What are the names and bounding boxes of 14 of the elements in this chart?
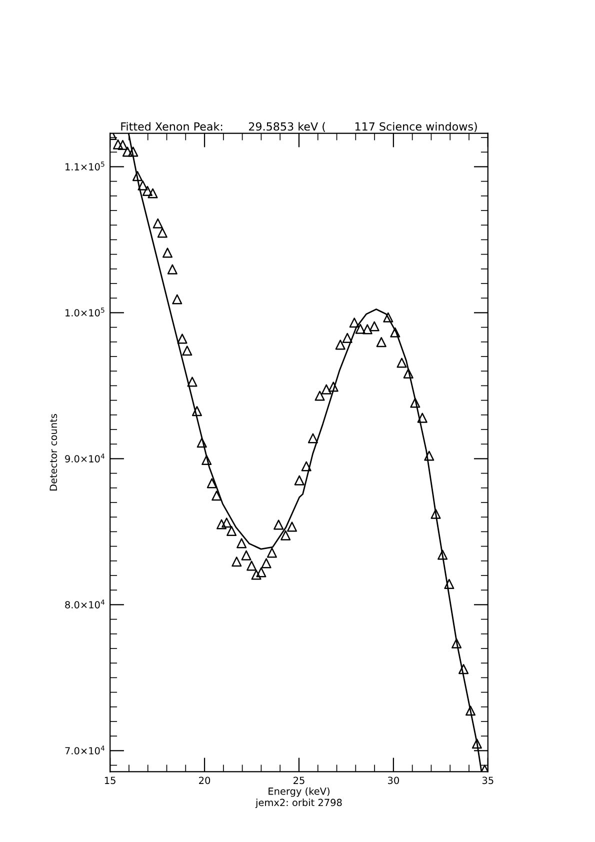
x-tick-label: 30 <box>388 776 399 784</box>
y-tick-label: 7.0×10$^{4}$ <box>65 746 104 754</box>
y-tick-label: 8.0×10$^{4}$ <box>65 600 104 608</box>
y-tick-label: 1.0×10$^{5}$ <box>66 308 104 316</box>
y-axis-title: Detector counts <box>50 414 58 491</box>
x-axis-title: Energy (keV) <box>268 787 330 797</box>
text: jemx2: orbit 2798 <box>255 798 342 808</box>
x-tick-label: 35 <box>482 776 494 784</box>
chart-title: Fitted Xenon Peak: 29.5853 keV ( 117 Science windows) <box>121 122 477 132</box>
y-tick-label: 1.1×10$^{5}$ <box>66 162 104 170</box>
y-tick-label: 9.0×10$^{4}$ <box>65 454 104 462</box>
x-tick-label: 25 <box>294 776 304 784</box>
x-tick-label: 15 <box>104 776 116 784</box>
x-tick-label: 20 <box>199 776 210 784</box>
